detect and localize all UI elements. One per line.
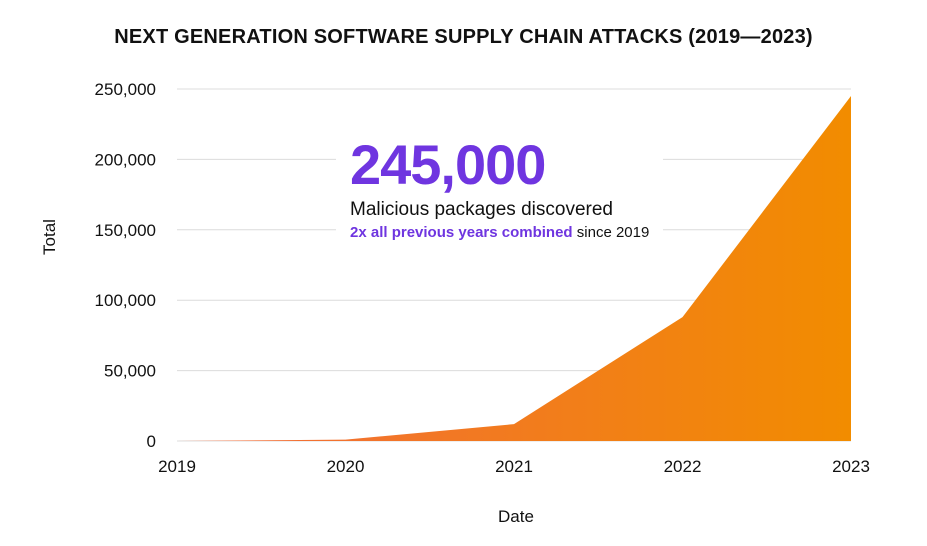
callout-note-rest: since 2019 [572, 224, 650, 241]
y-tick-label: 50,000 [104, 362, 156, 381]
area-series [177, 96, 851, 441]
y-tick-label: 200,000 [95, 150, 156, 169]
chart-title: NEXT GENERATION SOFTWARE SUPPLY CHAIN AT… [114, 26, 813, 48]
callout-number: 245,000 [350, 133, 546, 196]
x-tick-label: 2020 [327, 457, 365, 476]
callout-subtitle: Malicious packages discovered [350, 199, 613, 220]
y-axis-ticks: 0 50,000 100,000 150,000 200,000 250,000 [95, 80, 156, 451]
x-tick-label: 2021 [495, 457, 533, 476]
x-axis-label: Date [498, 507, 534, 526]
callout-highlight: 2x all previous years combined [350, 224, 573, 241]
y-axis-label: Total [40, 219, 59, 255]
x-tick-label: 2022 [664, 457, 702, 476]
x-tick-label: 2019 [158, 457, 196, 476]
callout-box: 245,000 Malicious packages discovered 2x… [336, 133, 664, 250]
x-tick-label: 2023 [832, 457, 870, 476]
y-tick-label: 250,000 [95, 80, 156, 99]
y-tick-label: 150,000 [95, 221, 156, 240]
x-axis-ticks: 2019 2020 2021 2022 2023 [158, 457, 870, 476]
y-tick-label: 100,000 [95, 291, 156, 310]
y-tick-label: 0 [147, 432, 156, 451]
callout-note: 2x all previous years combined since 201… [350, 222, 649, 244]
